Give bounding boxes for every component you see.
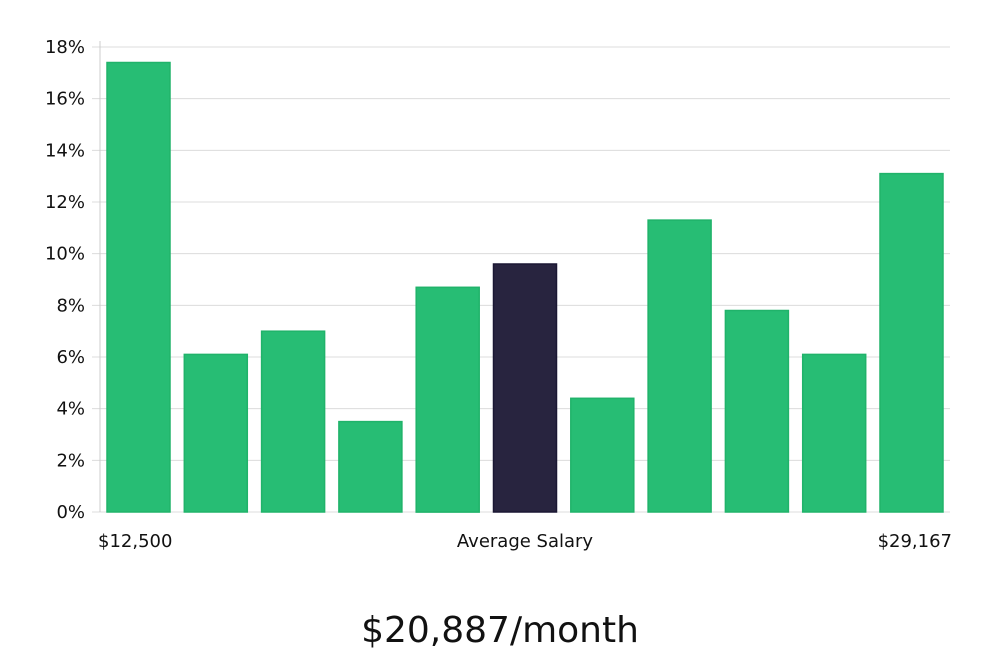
y-tick-label: 6% — [56, 347, 85, 368]
y-tick-label: 10% — [45, 244, 85, 265]
bar — [183, 353, 249, 513]
bar — [879, 172, 944, 513]
bars — [106, 61, 944, 513]
bar — [570, 397, 635, 513]
average-salary-value: $20,887/month — [361, 610, 639, 651]
y-tick-label: 14% — [45, 140, 85, 161]
y-tick-label: 2% — [56, 450, 85, 471]
y-tick-label: 18% — [45, 37, 85, 58]
salary-histogram: 0% 2% 4% 6% 8% 10% 12% 14% 16% 18% $12,500 Averag… — [45, 37, 952, 552]
bar — [724, 309, 790, 513]
x-min-label: $12,500 — [98, 531, 172, 552]
x-axis-label: Average Salary — [457, 531, 594, 552]
y-tick-label: 8% — [56, 295, 85, 316]
bar-average — [492, 263, 558, 513]
bar — [647, 219, 712, 513]
y-tick-label: 4% — [56, 399, 85, 420]
bar — [106, 61, 171, 513]
bar — [415, 286, 480, 513]
y-tick-label: 12% — [45, 192, 85, 213]
x-max-label: $29,167 — [878, 531, 952, 552]
bar — [260, 330, 326, 513]
y-tick-label: 0% — [56, 502, 85, 523]
y-tick-labels: 0% 2% 4% 6% 8% 10% 12% 14% 16% 18% — [45, 37, 85, 523]
y-tick-label: 16% — [45, 89, 85, 110]
bar — [338, 420, 403, 513]
bar — [801, 353, 867, 513]
